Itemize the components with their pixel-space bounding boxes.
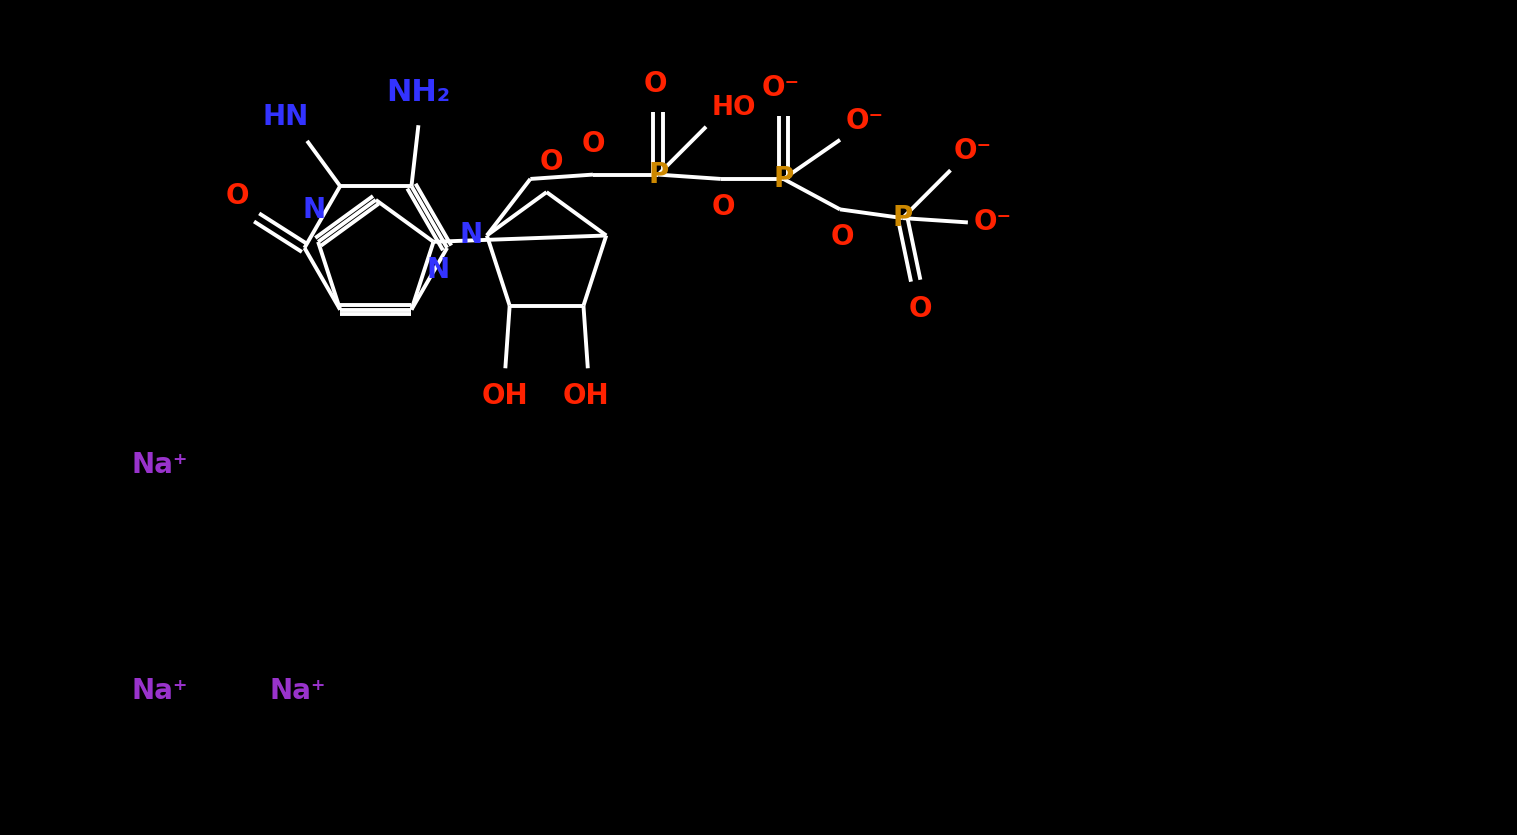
Text: OH: OH — [482, 382, 528, 410]
Text: O⁻: O⁻ — [953, 137, 991, 165]
Text: O: O — [539, 148, 563, 175]
Text: N: N — [460, 220, 482, 249]
Text: O⁻: O⁻ — [762, 74, 799, 103]
Text: OH: OH — [563, 382, 610, 410]
Text: O: O — [831, 223, 854, 251]
Text: P: P — [648, 160, 669, 189]
Text: N: N — [426, 256, 449, 284]
Text: O: O — [711, 193, 736, 220]
Text: O: O — [226, 182, 249, 210]
Text: O: O — [581, 130, 605, 158]
Text: HO: HO — [711, 94, 755, 120]
Text: O: O — [643, 70, 667, 99]
Text: O⁻: O⁻ — [974, 209, 1012, 236]
Text: P: P — [892, 204, 913, 232]
Text: Na⁺: Na⁺ — [132, 677, 188, 706]
Text: NH₂: NH₂ — [387, 78, 451, 107]
Text: O⁻: O⁻ — [845, 107, 883, 134]
Text: HN: HN — [262, 103, 308, 130]
Text: Na⁺: Na⁺ — [269, 677, 326, 706]
Text: P: P — [774, 165, 793, 193]
Text: Na⁺: Na⁺ — [132, 452, 188, 479]
Text: O: O — [909, 295, 931, 322]
Text: N: N — [302, 196, 326, 225]
